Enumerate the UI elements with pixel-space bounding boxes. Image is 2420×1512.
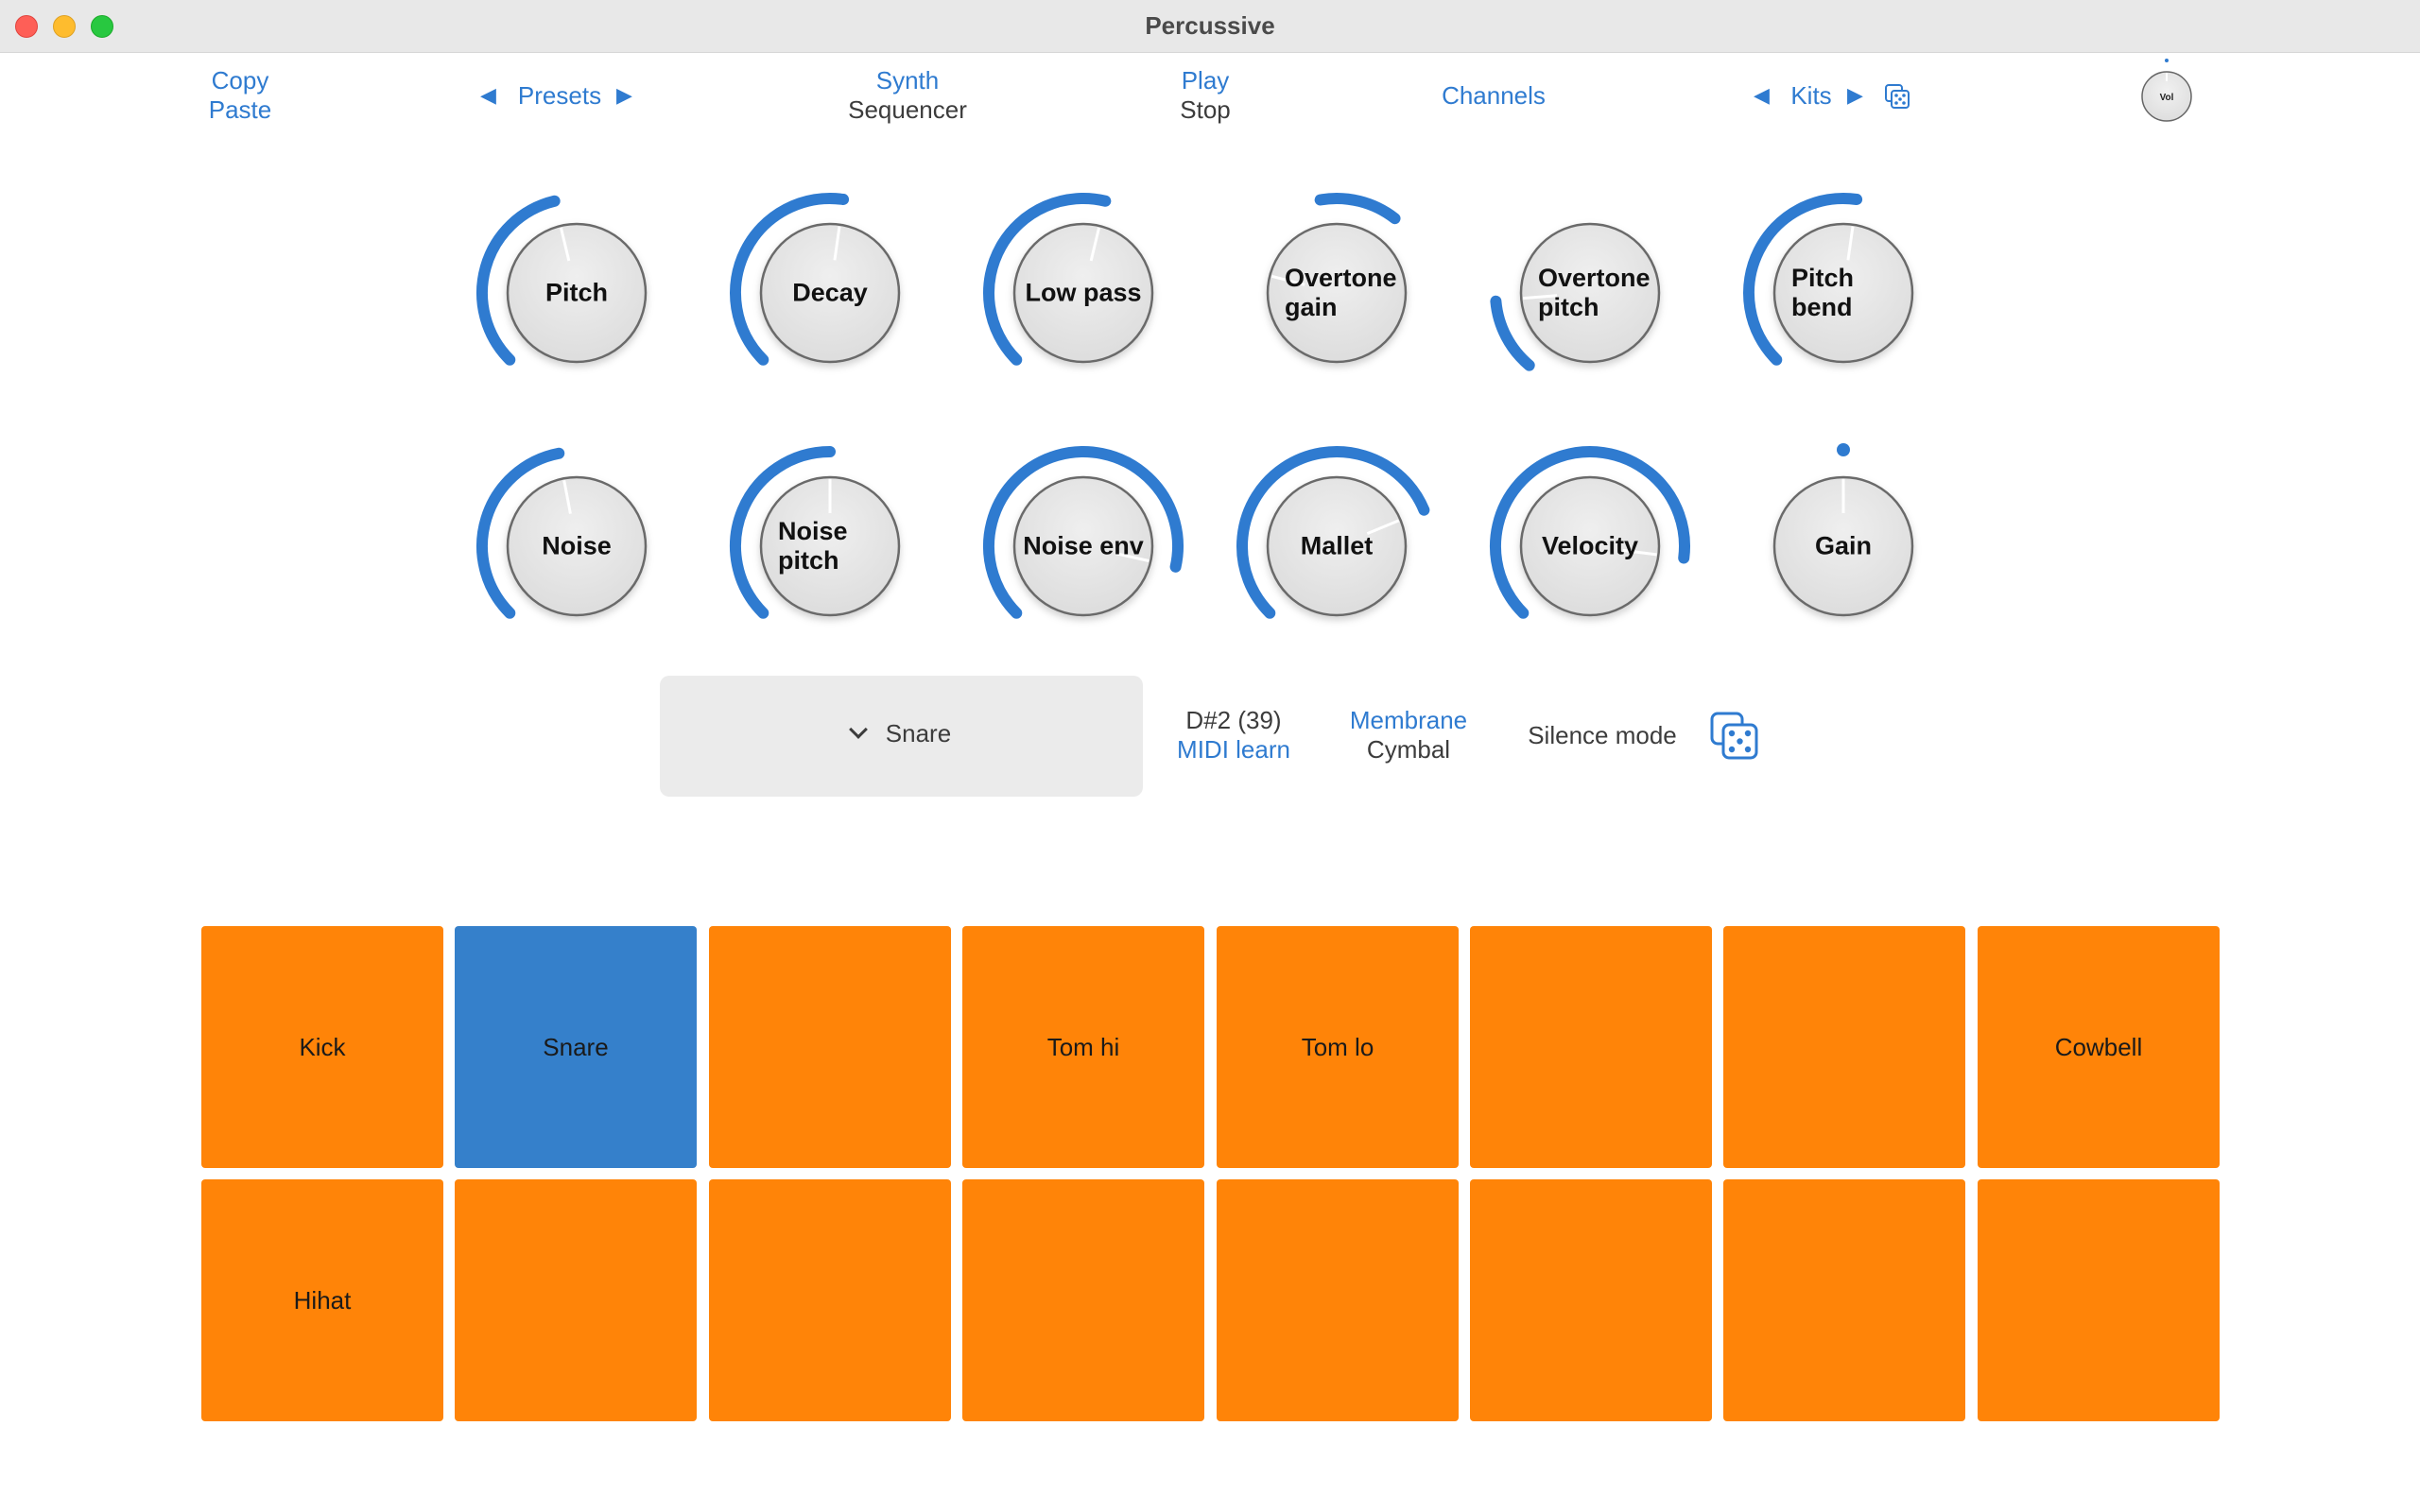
drum-pad[interactable] bbox=[1723, 926, 1965, 1168]
drum-pad-label: Snare bbox=[543, 1032, 609, 1061]
cymbal-mode-button[interactable]: Cymbal bbox=[1366, 735, 1451, 764]
kits-button[interactable]: Kits bbox=[1790, 81, 1832, 110]
volume-knob[interactable]: Vol bbox=[2136, 57, 2197, 131]
drum-pad[interactable] bbox=[1723, 1179, 1965, 1421]
paste-button[interactable]: Paste bbox=[208, 95, 272, 124]
next-preset-icon[interactable]: ▶ bbox=[616, 83, 632, 107]
knob-value-arc bbox=[476, 447, 565, 619]
instrument-dropdown[interactable]: Snare bbox=[660, 676, 1143, 797]
window-title: Percussive bbox=[1145, 11, 1275, 40]
drum-pad-label: Kick bbox=[299, 1032, 346, 1061]
knob-indicator bbox=[1089, 227, 1101, 262]
drum-pad[interactable]: Tom hi bbox=[962, 926, 1204, 1168]
drum-pad[interactable] bbox=[709, 926, 951, 1168]
noise-env-knob[interactable]: Noise env bbox=[975, 438, 1192, 655]
drum-pad[interactable]: Kick bbox=[201, 926, 443, 1168]
knob-value-arc bbox=[476, 195, 561, 366]
knob-body bbox=[1266, 222, 1408, 364]
knob-body bbox=[506, 475, 648, 617]
play-button[interactable]: Play bbox=[1181, 66, 1230, 94]
drum-pad[interactable]: Snare bbox=[455, 926, 697, 1168]
knob-body bbox=[759, 475, 901, 617]
knob-value-arc bbox=[983, 193, 1112, 366]
instrument-dropdown-value: Snare bbox=[885, 719, 952, 747]
decay-knob[interactable]: Decay bbox=[721, 184, 939, 402]
knob-body bbox=[1519, 475, 1661, 617]
close-window-button[interactable] bbox=[15, 15, 38, 38]
knob-value-arc bbox=[1236, 446, 1430, 619]
knob-value-arc bbox=[730, 446, 836, 619]
chevron-down-icon bbox=[848, 720, 868, 739]
drum-pad[interactable] bbox=[1470, 1179, 1712, 1421]
next-kit-icon[interactable]: ▶ bbox=[1847, 83, 1863, 107]
overtone-pitch-knob[interactable]: Overtone pitch bbox=[1481, 184, 1699, 402]
noise-pitch-knob[interactable]: Noise pitch bbox=[721, 438, 939, 655]
knob-body bbox=[1266, 475, 1408, 617]
previous-preset-icon[interactable]: ◀ bbox=[480, 83, 496, 107]
knob-value-arc bbox=[730, 193, 850, 366]
drum-pad-label: Tom hi bbox=[1046, 1032, 1120, 1061]
drum-pad-label: Cowbell bbox=[2054, 1032, 2143, 1061]
drum-pad[interactable] bbox=[1470, 926, 1712, 1168]
knob-center-dot bbox=[1837, 443, 1850, 456]
zoom-window-button[interactable] bbox=[91, 15, 113, 38]
minimize-window-button[interactable] bbox=[53, 15, 76, 38]
mallet-knob[interactable]: Mallet bbox=[1228, 438, 1445, 655]
synth-tab[interactable]: Synth bbox=[875, 66, 940, 94]
knob-indicator bbox=[1366, 519, 1400, 535]
knob-indicator bbox=[1115, 552, 1150, 562]
drum-pad[interactable] bbox=[709, 1179, 951, 1421]
drum-pad[interactable]: Cowbell bbox=[1978, 926, 2220, 1168]
knob-value-arc bbox=[983, 446, 1184, 619]
knob-body bbox=[1772, 222, 1914, 364]
knob-body bbox=[1772, 475, 1914, 617]
knob-indicator bbox=[1523, 294, 1558, 301]
drum-pad[interactable]: Tom lo bbox=[1217, 926, 1459, 1168]
drum-pad-label: Tom lo bbox=[1301, 1032, 1374, 1061]
knob-indicator bbox=[1622, 548, 1657, 557]
low-pass-knob[interactable]: Low pass bbox=[975, 184, 1192, 402]
membrane-mode-button[interactable]: Membrane bbox=[1349, 706, 1468, 734]
overtone-gain-knob[interactable]: Overtone gain bbox=[1228, 184, 1445, 402]
pitch-bend-knob[interactable]: Pitch bend bbox=[1735, 184, 1952, 402]
knob-indicator bbox=[1270, 274, 1305, 286]
drum-pad[interactable]: Hihat bbox=[201, 1179, 443, 1421]
drum-pad[interactable] bbox=[455, 1179, 697, 1421]
presets-button[interactable]: Presets bbox=[517, 81, 602, 110]
velocity-knob[interactable]: Velocity bbox=[1481, 438, 1699, 655]
midi-note-label: D#2 (39) bbox=[1185, 706, 1282, 734]
drum-pad-label: Hihat bbox=[293, 1285, 352, 1314]
knob-value-arc bbox=[1743, 193, 1863, 366]
channels-button[interactable]: Channels bbox=[1442, 81, 1546, 110]
sequencer-tab[interactable]: Sequencer bbox=[848, 95, 967, 124]
pitch-knob[interactable]: Pitch bbox=[468, 184, 685, 402]
knob-value-arc bbox=[1490, 295, 1535, 371]
noise-knob[interactable]: Noise bbox=[468, 438, 685, 655]
previous-kit-icon[interactable]: ◀ bbox=[1754, 83, 1770, 107]
knob-body bbox=[1519, 222, 1661, 364]
copy-button[interactable]: Copy bbox=[211, 66, 269, 94]
drum-pad[interactable] bbox=[1978, 1179, 2220, 1421]
volume-label: Vol bbox=[2160, 93, 2174, 103]
knob-value-arc bbox=[1490, 446, 1690, 619]
knob-body bbox=[1012, 222, 1154, 364]
knob-indicator bbox=[1846, 226, 1855, 261]
title-bar: Percussive bbox=[0, 0, 2420, 53]
knob-body bbox=[759, 222, 901, 364]
knob-value-arc bbox=[1314, 193, 1401, 225]
knob-body bbox=[1012, 475, 1154, 617]
silence-mode-button[interactable]: Silence mode bbox=[1528, 721, 1677, 749]
drum-pad[interactable] bbox=[1217, 1179, 1459, 1421]
stop-button[interactable]: Stop bbox=[1180, 95, 1231, 124]
midi-learn-button[interactable]: MIDI learn bbox=[1177, 735, 1290, 764]
knob-indicator bbox=[562, 479, 572, 514]
randomize-kit-icon[interactable] bbox=[1884, 83, 1910, 114]
gain-knob[interactable]: Gain bbox=[1735, 438, 1952, 655]
randomize-instrument-icon[interactable] bbox=[1709, 711, 1760, 766]
knob-indicator bbox=[833, 226, 841, 261]
knob-indicator bbox=[559, 227, 571, 262]
drum-pad[interactable] bbox=[962, 1179, 1204, 1421]
knob-body bbox=[506, 222, 648, 364]
